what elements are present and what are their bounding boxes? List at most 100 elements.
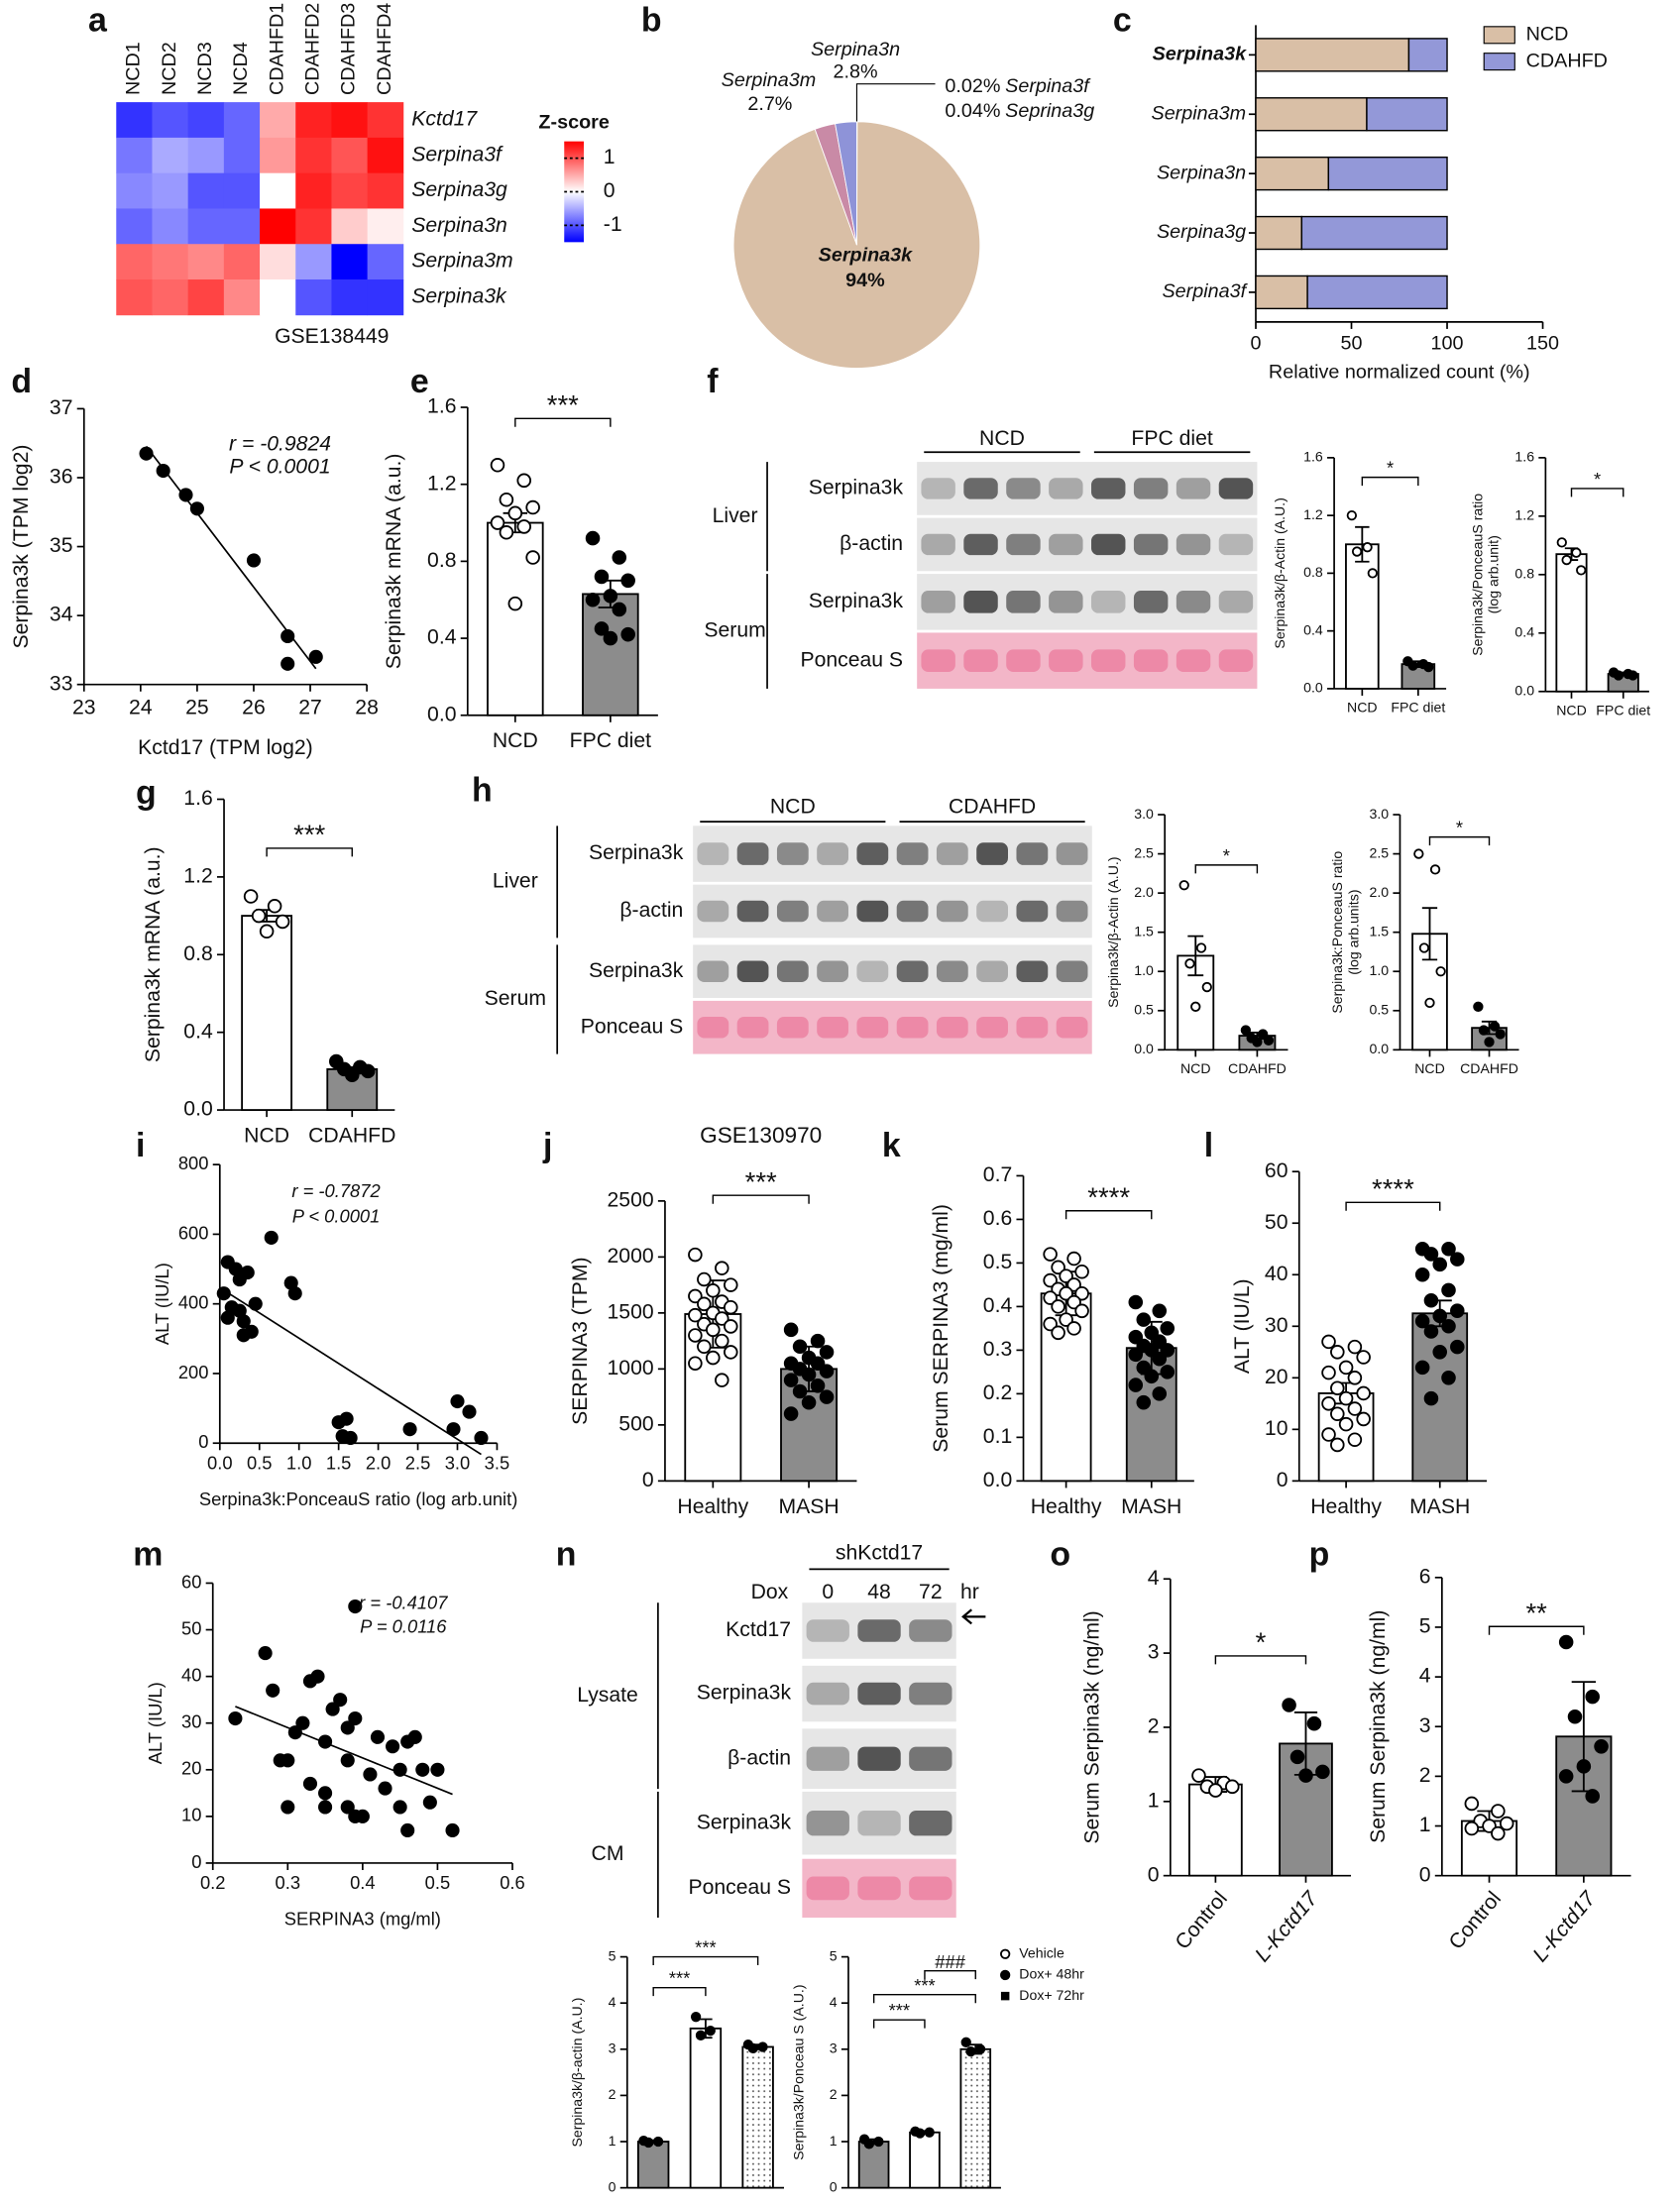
data-point xyxy=(1338,1390,1354,1406)
y-tick-label: 3.0 xyxy=(1370,806,1390,822)
x-tick-label: 0.0 xyxy=(207,1452,233,1473)
y-tick-label: 0.5 xyxy=(1134,1002,1154,1018)
x-tick-label: Healthy xyxy=(1310,1495,1382,1518)
blot-band xyxy=(817,1016,848,1039)
data-point xyxy=(643,2137,654,2149)
data-point xyxy=(407,1729,422,1744)
data-point xyxy=(1423,1390,1439,1406)
data-point xyxy=(402,1422,417,1437)
slice-value: 94% xyxy=(845,270,885,291)
annotation: r = -0.4107 xyxy=(359,1592,448,1612)
heatmap-cell xyxy=(367,279,404,316)
column-label: NCD2 xyxy=(159,42,180,95)
y-tick-label: 0.0 xyxy=(427,703,456,725)
data-point xyxy=(1464,1796,1480,1812)
caption: GSE138449 xyxy=(275,325,389,348)
y-tick-label: 3 xyxy=(1419,1714,1431,1737)
y-tick-label: 40 xyxy=(181,1664,201,1685)
y-tick-label: 0.4 xyxy=(1514,624,1534,640)
blot-band xyxy=(1176,533,1211,556)
blot-band xyxy=(1218,591,1254,613)
y-axis-label: (log arb.unit) xyxy=(1486,535,1502,613)
data-point xyxy=(594,569,610,585)
data-point xyxy=(1347,1339,1363,1355)
data-point xyxy=(1627,670,1638,681)
blot-band xyxy=(776,900,809,923)
y-tick-label: 1.6 xyxy=(1303,449,1323,465)
data-point xyxy=(1432,1257,1448,1272)
data-point xyxy=(1423,1292,1439,1308)
data-point xyxy=(603,630,618,646)
blot-band xyxy=(776,960,809,982)
data-point xyxy=(236,1314,251,1329)
heatmap-cell xyxy=(367,244,404,280)
data-point xyxy=(525,550,540,565)
data-point xyxy=(688,1288,703,1304)
data-point xyxy=(1362,542,1373,553)
blot-band xyxy=(896,900,929,923)
data-point xyxy=(1330,1437,1345,1453)
data-point xyxy=(287,1286,302,1301)
x-tick-label: Healthy xyxy=(677,1495,748,1518)
y-tick-label: 1 xyxy=(609,2133,616,2149)
y-tick-label: 0.8 xyxy=(183,942,212,965)
significance-label: *** xyxy=(669,1968,690,1989)
data-point xyxy=(1128,1329,1144,1345)
data-point xyxy=(1136,1394,1152,1410)
x-tick-label: 24 xyxy=(129,696,153,718)
heatmap-cell xyxy=(187,244,225,280)
x-tick-label: MASH xyxy=(1409,1495,1470,1518)
blot-band xyxy=(857,1619,901,1642)
bar xyxy=(909,2131,941,2189)
data-point xyxy=(706,1322,721,1338)
data-point xyxy=(1556,537,1567,548)
significance-label: * xyxy=(1223,845,1230,866)
data-point xyxy=(308,649,323,664)
x-tick-label: NCD xyxy=(244,1124,289,1147)
data-point xyxy=(585,530,601,546)
blot-band xyxy=(817,960,848,982)
bar xyxy=(1345,543,1380,690)
data-point xyxy=(1136,1360,1152,1376)
data-point xyxy=(1356,1411,1371,1427)
data-point xyxy=(620,573,635,589)
column-label: NCD3 xyxy=(194,42,216,95)
blot-band xyxy=(736,1016,769,1039)
data-point xyxy=(801,1394,817,1410)
data-point xyxy=(688,1247,703,1263)
heatmap-cell xyxy=(295,244,332,280)
data-point xyxy=(697,1271,712,1287)
x-tick-label: FPC diet xyxy=(1596,702,1650,717)
heatmap-cell xyxy=(223,244,261,280)
column-label: CDAHFD3 xyxy=(338,3,360,95)
error-bar xyxy=(1355,525,1370,563)
x-tick-label: 0.2 xyxy=(200,1872,226,1893)
legend-swatch xyxy=(1483,26,1515,45)
blot-band xyxy=(1006,591,1041,613)
significance-bracket xyxy=(872,2019,926,2029)
data-point xyxy=(490,515,505,530)
lane-label: 48 xyxy=(867,1581,891,1603)
y-tick-label: 0.4 xyxy=(427,626,457,649)
y-tick-label: 1.6 xyxy=(183,787,212,810)
data-point xyxy=(620,626,635,642)
data-point xyxy=(1558,1634,1574,1650)
data-point xyxy=(251,908,267,924)
blot-band xyxy=(817,842,848,865)
bar-segment xyxy=(1255,275,1308,310)
data-point xyxy=(1306,1715,1322,1731)
heatmap-cell xyxy=(187,172,225,209)
data-point xyxy=(603,589,618,604)
data-point xyxy=(1128,1294,1144,1310)
y-tick-label: 0.1 xyxy=(983,1425,1012,1448)
heatmap-cell xyxy=(223,279,261,316)
significance-label: ### xyxy=(935,1951,965,1972)
x-tick-label: CDAHFD xyxy=(1460,1060,1518,1076)
blot-band xyxy=(963,478,998,499)
blot-band xyxy=(1049,533,1083,556)
blot-band xyxy=(776,1016,809,1039)
data-point xyxy=(1298,1768,1313,1783)
y-tick-label: 20 xyxy=(1265,1366,1288,1388)
data-point xyxy=(1321,1396,1336,1411)
data-point xyxy=(1208,1783,1223,1798)
